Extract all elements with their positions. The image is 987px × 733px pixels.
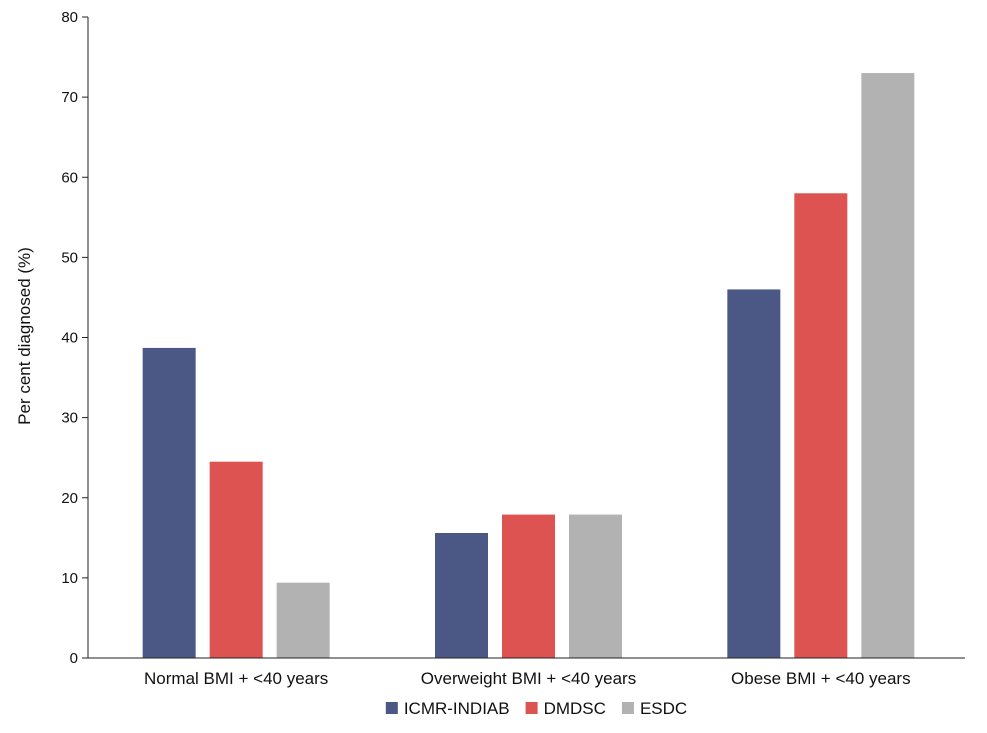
bars-group <box>142 73 915 658</box>
legend-label: ESDC <box>640 699 687 718</box>
bar-dmdsc-3 <box>794 193 848 658</box>
y-tick-label: 0 <box>70 650 78 667</box>
y-tick-label: 70 <box>61 89 78 106</box>
y-tick-label: 10 <box>61 570 78 587</box>
x-category-label: Obese BMI + <40 years <box>731 669 911 688</box>
bar-dmdsc-1 <box>209 461 263 658</box>
bar-esdc-1 <box>276 582 330 658</box>
x-category-label: Normal BMI + <40 years <box>144 669 328 688</box>
x-axis: Normal BMI + <40 years Overweight BMI + <… <box>88 657 965 688</box>
legend: ICMR-INDIAB DMDSC ESDC <box>385 699 687 718</box>
bar-icmr-indiab-1 <box>142 347 196 658</box>
y-tick-label: 50 <box>61 249 78 266</box>
y-axis-title: Per cent diagnosed (%) <box>15 247 34 425</box>
y-tick-label: 60 <box>61 169 78 186</box>
y-axis: 0 10 20 30 40 50 60 70 80 <box>61 9 89 667</box>
legend-swatch-icmr-indiab <box>385 702 398 714</box>
bar-esdc-2 <box>569 514 622 658</box>
bar-icmr-indiab-3 <box>727 289 781 658</box>
legend-swatch-esdc <box>621 702 634 714</box>
bar-esdc-3 <box>861 73 915 658</box>
y-tick-label: 40 <box>61 330 78 347</box>
y-tick-label: 30 <box>61 410 78 427</box>
bar-dmdsc-2 <box>502 514 555 658</box>
legend-label: DMDSC <box>544 699 606 718</box>
bar-icmr-indiab-2 <box>435 533 488 658</box>
legend-label: ICMR-INDIAB <box>404 699 510 718</box>
y-tick-label: 80 <box>61 9 78 26</box>
y-tick-label: 20 <box>61 490 78 507</box>
x-category-label: Overweight BMI + <40 years <box>421 669 636 688</box>
legend-swatch-dmdsc <box>525 702 538 714</box>
